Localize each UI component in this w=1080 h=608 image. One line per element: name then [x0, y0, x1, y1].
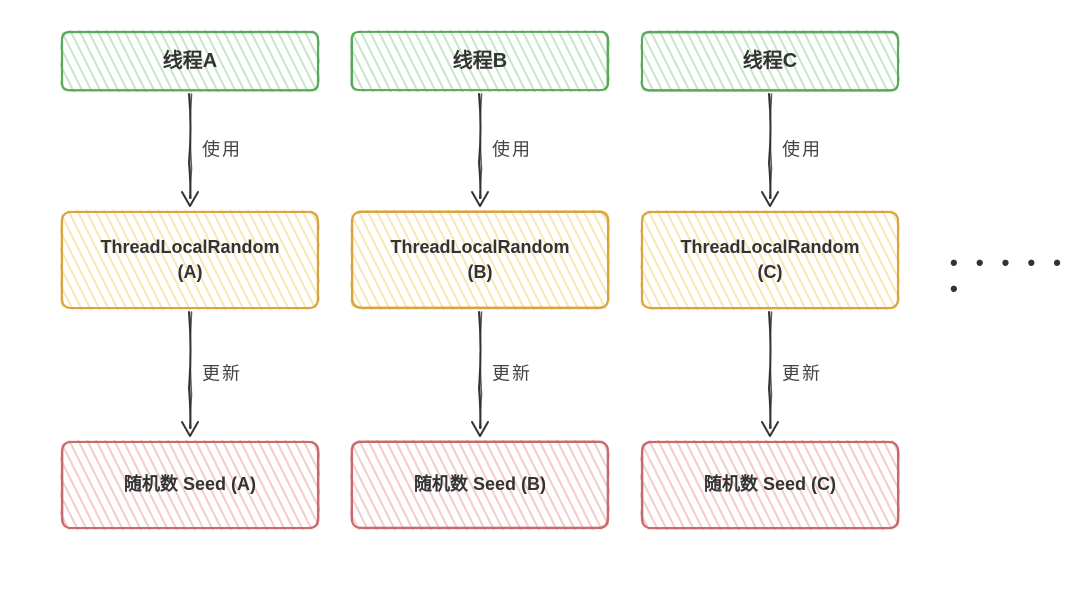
- arrow-label-update-A: 更新: [202, 359, 242, 385]
- seed-box-A: 随机数 Seed (A): [60, 440, 320, 530]
- ellipsis: • • • • • •: [950, 250, 1080, 302]
- seed-label-C: 随机数 Seed (C): [696, 466, 844, 503]
- tlr-box-A: ThreadLocalRandom(A): [60, 210, 320, 310]
- arrow-label-update-C: 更新: [782, 359, 822, 385]
- thread-box-A: 线程A: [60, 30, 320, 92]
- arrow-label-use-B: 使用: [492, 135, 532, 161]
- thread-label-B: 线程B: [445, 41, 515, 81]
- seed-box-B: 随机数 Seed (B): [350, 440, 610, 530]
- column-B: 线程B 使用 ThreadLocalRandom(B) 更新 随机数 Seed …: [350, 30, 610, 530]
- arrow-label-update-B: 更新: [492, 359, 532, 385]
- thread-label-A: 线程A: [155, 41, 225, 81]
- seed-label-B: 随机数 Seed (B): [406, 466, 554, 503]
- thread-box-B: 线程B: [350, 30, 610, 92]
- seed-box-C: 随机数 Seed (C): [640, 440, 900, 530]
- arrow-label-use-C: 使用: [782, 135, 822, 161]
- column-A: 线程A 使用 ThreadLocalRandom(A) 更新 随机数 Seed …: [60, 30, 320, 530]
- arrow-use-A: 使用: [60, 92, 320, 210]
- column-C: 线程C 使用 ThreadLocalRandom(C) 更新 随机数 Seed …: [640, 30, 900, 530]
- arrow-update-B: 更新: [350, 310, 610, 440]
- tlr-label-C: ThreadLocalRandom(C): [672, 229, 867, 291]
- tlr-box-C: ThreadLocalRandom(C): [640, 210, 900, 310]
- seed-label-A: 随机数 Seed (A): [116, 466, 264, 503]
- thread-label-C: 线程C: [735, 41, 805, 81]
- tlr-box-B: ThreadLocalRandom(B): [350, 210, 610, 310]
- threadlocalrandom-diagram: 线程A 使用 ThreadLocalRandom(A) 更新 随机数 Seed …: [0, 0, 1080, 608]
- tlr-label-A: ThreadLocalRandom(A): [92, 229, 287, 291]
- arrow-update-A: 更新: [60, 310, 320, 440]
- arrow-use-B: 使用: [350, 92, 610, 210]
- arrow-use-C: 使用: [640, 92, 900, 210]
- tlr-label-B: ThreadLocalRandom(B): [382, 229, 577, 291]
- arrow-label-use-A: 使用: [202, 135, 242, 161]
- arrow-update-C: 更新: [640, 310, 900, 440]
- thread-box-C: 线程C: [640, 30, 900, 92]
